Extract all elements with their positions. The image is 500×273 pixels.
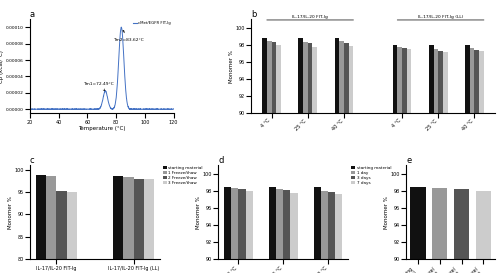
Bar	[262, 38, 267, 273]
Bar	[344, 43, 348, 273]
Text: d: d	[218, 156, 224, 165]
Bar	[465, 45, 470, 273]
Y-axis label: Monomer %: Monomer %	[8, 196, 13, 229]
Bar	[56, 191, 67, 273]
Bar	[479, 51, 484, 273]
X-axis label: Temperature (°C): Temperature (°C)	[78, 126, 126, 131]
Bar	[429, 45, 434, 273]
Bar	[231, 188, 238, 273]
Bar	[134, 179, 144, 273]
Bar	[113, 176, 124, 273]
Bar	[298, 38, 303, 273]
Bar	[312, 46, 317, 273]
Bar	[290, 192, 298, 273]
Bar	[443, 52, 448, 273]
Bar	[246, 191, 252, 273]
Bar	[144, 179, 154, 273]
Bar	[410, 186, 426, 273]
Bar	[67, 192, 77, 273]
Bar	[276, 189, 283, 273]
Legend: starting material, 1 day, 3 days, 7 days: starting material, 1 day, 3 days, 7 days	[350, 165, 392, 185]
Text: Tm1=72.49°C: Tm1=72.49°C	[83, 82, 114, 91]
Bar	[335, 194, 342, 273]
Bar	[314, 186, 321, 273]
Legend: cMet/EGFR FIT-Ig: cMet/EGFR FIT-Ig	[133, 21, 172, 26]
Text: c: c	[30, 156, 34, 165]
Bar	[398, 46, 402, 273]
Bar	[238, 189, 246, 273]
Bar	[269, 186, 276, 273]
Bar	[276, 45, 281, 273]
Y-axis label: Cp (kcal/°C): Cp (kcal/°C)	[0, 50, 4, 83]
Bar	[267, 40, 272, 273]
Bar	[438, 51, 443, 273]
Text: b: b	[251, 10, 256, 19]
Bar	[476, 191, 491, 273]
Bar	[224, 186, 231, 273]
Bar	[272, 42, 276, 273]
Text: IL-17/IL-20 FIT-Ig (LL): IL-17/IL-20 FIT-Ig (LL)	[418, 15, 464, 19]
Bar	[474, 50, 479, 273]
Bar	[334, 38, 340, 273]
Bar	[308, 43, 312, 273]
Bar	[406, 49, 412, 273]
Bar	[432, 188, 448, 273]
Legend: starting material, 1 Freeze/thaw, 2 Freeze/thaw, 3 Freeze/thaw: starting material, 1 Freeze/thaw, 2 Free…	[162, 165, 203, 185]
Bar	[303, 42, 308, 273]
Text: Tm2=83.62°C: Tm2=83.62°C	[113, 30, 144, 42]
Bar	[283, 190, 290, 273]
Text: a: a	[30, 10, 35, 19]
Bar	[46, 176, 56, 273]
Bar	[36, 175, 46, 273]
Bar	[470, 48, 474, 273]
Bar	[434, 49, 438, 273]
Bar	[348, 46, 354, 273]
Bar	[328, 192, 335, 273]
Y-axis label: Monomer %: Monomer %	[384, 196, 390, 229]
Y-axis label: Monomer %: Monomer %	[196, 196, 201, 229]
Bar	[340, 40, 344, 273]
Text: IL-17/IL-20 FIT-Ig: IL-17/IL-20 FIT-Ig	[292, 15, 328, 19]
Bar	[124, 177, 134, 273]
Bar	[402, 48, 406, 273]
Y-axis label: Monomer %: Monomer %	[229, 50, 234, 83]
Bar	[392, 45, 398, 273]
Text: e: e	[406, 156, 412, 165]
Bar	[321, 191, 328, 273]
Bar	[454, 189, 469, 273]
